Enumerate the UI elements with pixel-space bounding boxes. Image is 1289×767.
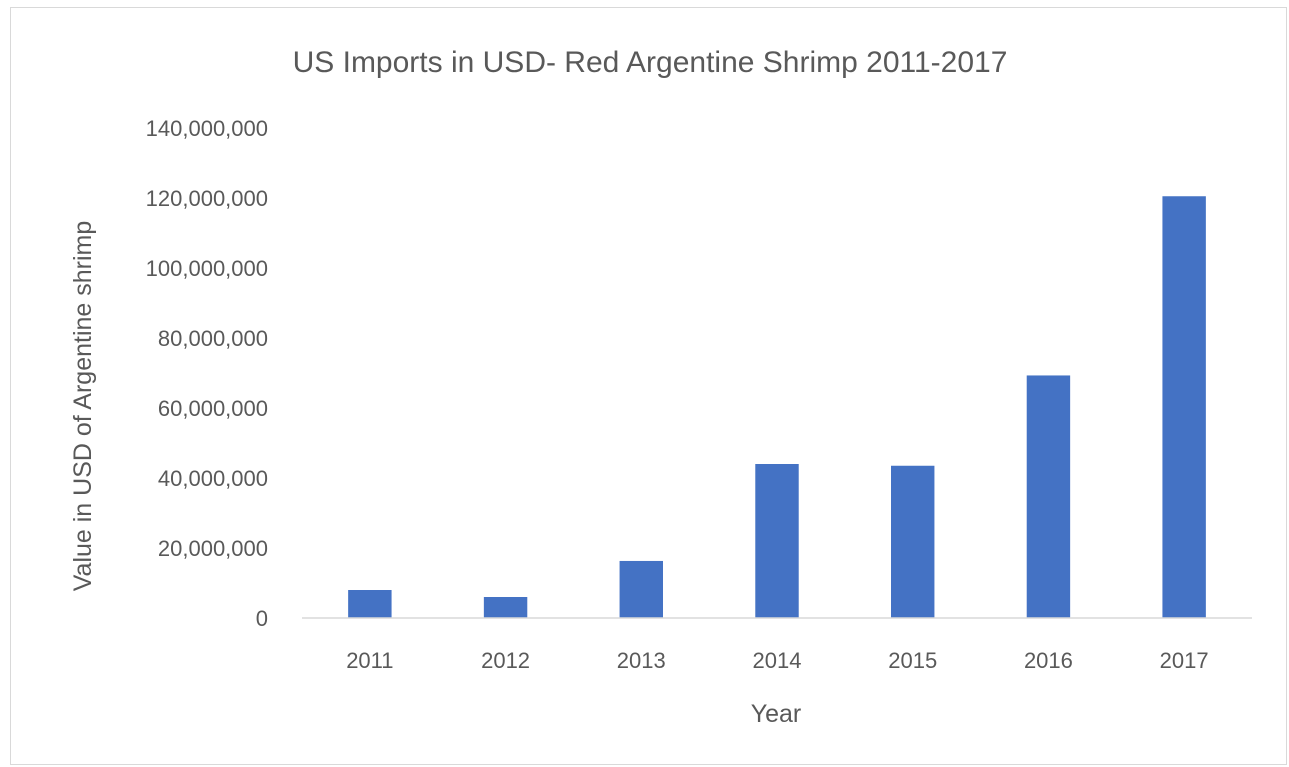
x-tick-label: 2015 (888, 648, 937, 673)
bar-2016 (1026, 375, 1071, 618)
y-axis-title: Value in USD of Argentine shrimp (69, 221, 97, 592)
chart-title: US Imports in USD- Red Argentine Shrimp … (293, 46, 1008, 79)
x-axis-ticks: 2011 2012 2013 2014 2015 2016 2017 (346, 648, 1208, 673)
y-tick-label: 40,000,000 (158, 466, 268, 491)
bar-2011 (348, 590, 392, 618)
bar-2013 (619, 560, 663, 618)
y-tick-label: 120,000,000 (146, 186, 268, 211)
x-tick-label: 2012 (481, 648, 530, 673)
x-tick-label: 2017 (1160, 648, 1209, 673)
bars (348, 196, 1206, 618)
y-tick-label: 20,000,000 (158, 536, 268, 561)
x-tick-label: 2011 (346, 648, 393, 673)
x-axis-title: Year (751, 700, 802, 728)
y-tick-label: 0 (256, 606, 268, 631)
x-tick-label: 2013 (617, 648, 666, 673)
y-tick-label: 60,000,000 (158, 396, 268, 421)
y-tick-label: 80,000,000 (158, 326, 268, 351)
bar-2012 (483, 597, 528, 618)
y-axis-ticks: 0 20,000,000 40,000,000 60,000,000 80,000,00… (146, 116, 268, 631)
y-tick-label: 100,000,000 (146, 256, 268, 281)
bar-2014 (755, 464, 799, 618)
x-tick-label: 2016 (1024, 648, 1073, 673)
chart-frame (10, 7, 1287, 765)
x-tick-label: 2014 (753, 648, 802, 673)
bar-2017 (1162, 196, 1206, 618)
bar-2015 (891, 465, 935, 618)
y-tick-label: 140,000,000 (146, 116, 268, 141)
